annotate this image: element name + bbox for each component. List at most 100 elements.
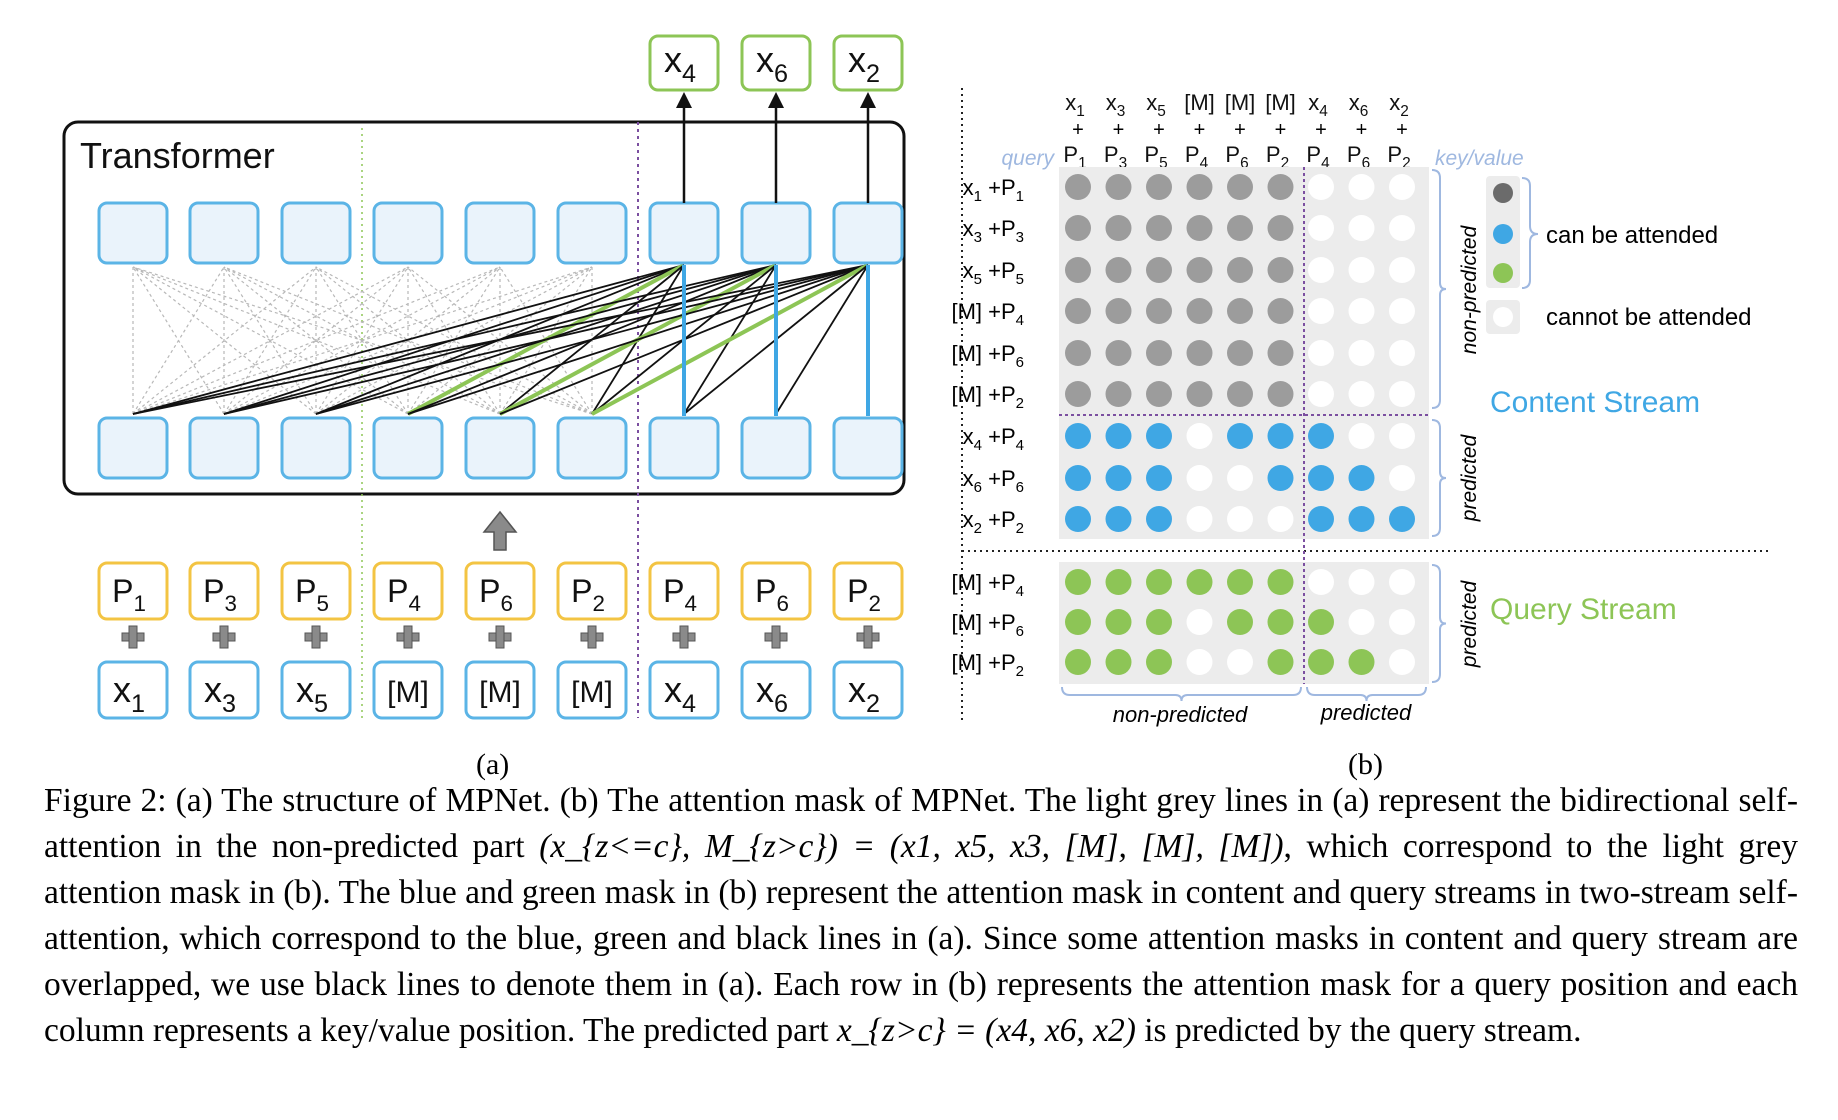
mask-cell-attended bbox=[1227, 569, 1253, 595]
mask-cell-attended bbox=[1065, 609, 1091, 635]
mask-cell-attended bbox=[1106, 381, 1132, 407]
column-header-token: x2 bbox=[1389, 90, 1409, 120]
mask-cell-attended bbox=[1268, 340, 1294, 366]
figure-caption: Figure 2: (a) The structure of MPNet. (b… bbox=[44, 778, 1798, 1054]
bottom-layer-box bbox=[834, 418, 902, 478]
mask-cell-attended bbox=[1268, 381, 1294, 407]
mask-cell-attended bbox=[1187, 257, 1213, 283]
mask-cell-attended bbox=[1349, 649, 1375, 675]
mask-cell-attended bbox=[1106, 465, 1132, 491]
mask-cell-attended bbox=[1187, 298, 1213, 324]
mask-cell-attended bbox=[1146, 506, 1172, 532]
mask-cell-not-attended bbox=[1349, 381, 1375, 407]
caption-math-1: (x_{z<=c}, M_{z>c}) = (x1, x5, x3, [M], … bbox=[539, 828, 1283, 865]
mask-cell-attended bbox=[1106, 298, 1132, 324]
plus-icon bbox=[312, 626, 320, 648]
plus-icon bbox=[588, 626, 596, 648]
plus-icon bbox=[220, 626, 228, 648]
top-layer-box bbox=[99, 203, 167, 263]
legend-green-dot bbox=[1493, 263, 1513, 283]
mask-cell-not-attended bbox=[1349, 423, 1375, 449]
column-header-token: [M] bbox=[1265, 90, 1296, 115]
mask-cell-not-attended bbox=[1349, 257, 1375, 283]
mask-cell-attended bbox=[1065, 340, 1091, 366]
mask-cell-attended bbox=[1146, 609, 1172, 635]
top-layer-box bbox=[466, 203, 534, 263]
top-layer-box bbox=[190, 203, 258, 263]
mask-cell-not-attended bbox=[1349, 340, 1375, 366]
column-header-token: x5 bbox=[1146, 90, 1166, 120]
mask-cell-attended bbox=[1146, 340, 1172, 366]
mask-cell-not-attended bbox=[1389, 340, 1415, 366]
mask-cell-attended bbox=[1349, 465, 1375, 491]
mask-cell-not-attended bbox=[1227, 649, 1253, 675]
mask-cell-not-attended bbox=[1227, 465, 1253, 491]
mask-cell-not-attended bbox=[1308, 257, 1334, 283]
query-axis-label: query bbox=[1001, 147, 1055, 170]
plus-icon bbox=[129, 626, 137, 648]
mask-cell-not-attended bbox=[1389, 569, 1415, 595]
key-value-axis-label: key/value bbox=[1435, 147, 1524, 170]
legend-brace bbox=[1522, 178, 1538, 288]
mask-cell-attended bbox=[1065, 174, 1091, 200]
mask-cell-attended bbox=[1106, 506, 1132, 532]
transformer-label: Transformer bbox=[80, 135, 275, 176]
mask-cell-attended bbox=[1106, 340, 1132, 366]
content-row-label: [M] +P6 bbox=[951, 341, 1024, 371]
plus-icon bbox=[404, 626, 412, 648]
output-arrow-head bbox=[768, 92, 784, 108]
mask-cell-attended bbox=[1106, 257, 1132, 283]
mask-cell-attended bbox=[1146, 174, 1172, 200]
bottom-layer-box bbox=[99, 418, 167, 478]
content-stream-label: Content Stream bbox=[1490, 386, 1700, 419]
mask-cell-attended bbox=[1308, 465, 1334, 491]
top-layer-box bbox=[374, 203, 442, 263]
content-row-label: x2 +P2 bbox=[963, 507, 1024, 537]
mask-cell-attended bbox=[1268, 257, 1294, 283]
caption-math-2: x_{z>c} = (x4, x6, x2) bbox=[837, 1012, 1136, 1049]
output-arrow-head bbox=[676, 92, 692, 108]
input-arrow-icon bbox=[484, 512, 516, 550]
plus-icon bbox=[496, 626, 504, 648]
mask-cell-not-attended bbox=[1308, 569, 1334, 595]
mask-cell-not-attended bbox=[1227, 506, 1253, 532]
caption-paragraph: Figure 2: (a) The structure of MPNet. (b… bbox=[44, 778, 1798, 1054]
mask-cell-attended bbox=[1106, 649, 1132, 675]
mask-cell-attended bbox=[1106, 569, 1132, 595]
legend-not-attended-label: cannot be attended bbox=[1546, 304, 1752, 331]
bottom-layer-box bbox=[190, 418, 258, 478]
column-header-plus: + bbox=[1356, 119, 1368, 141]
black-attention-line bbox=[133, 265, 776, 414]
bottom-label-non-predicted: non-predicted bbox=[1113, 702, 1248, 727]
mask-cell-attended bbox=[1268, 215, 1294, 241]
token-embedding-label: [M] bbox=[387, 676, 429, 709]
legend-blue-dot bbox=[1493, 224, 1513, 244]
mask-cell-attended bbox=[1227, 257, 1253, 283]
mask-cell-attended bbox=[1268, 569, 1294, 595]
mask-cell-attended bbox=[1065, 423, 1091, 449]
token-embedding-label: [M] bbox=[479, 676, 521, 709]
column-header-plus: + bbox=[1234, 119, 1246, 141]
mask-cell-not-attended bbox=[1389, 423, 1415, 449]
plus-icon bbox=[772, 626, 780, 648]
column-header-plus: + bbox=[1194, 119, 1206, 141]
mask-cell-attended bbox=[1187, 569, 1213, 595]
mask-cell-attended bbox=[1227, 423, 1253, 449]
content-row-label: x4 +P4 bbox=[963, 424, 1024, 454]
top-layer-box bbox=[742, 203, 810, 263]
mask-cell-not-attended bbox=[1349, 174, 1375, 200]
mask-cell-attended bbox=[1268, 423, 1294, 449]
mask-cell-attended bbox=[1146, 381, 1172, 407]
content-row-label: x6 +P6 bbox=[963, 466, 1024, 496]
column-header-token: x6 bbox=[1349, 90, 1369, 120]
mask-cell-not-attended bbox=[1389, 465, 1415, 491]
bottom-layer-box bbox=[742, 418, 810, 478]
mask-cell-attended bbox=[1065, 649, 1091, 675]
legend-attended-label: can be attended bbox=[1546, 222, 1718, 249]
token-embedding-label: [M] bbox=[571, 676, 613, 709]
mask-cell-not-attended bbox=[1389, 649, 1415, 675]
column-header-token: [M] bbox=[1184, 90, 1215, 115]
mask-cell-attended bbox=[1308, 609, 1334, 635]
mask-cell-not-attended bbox=[1389, 215, 1415, 241]
mask-cell-attended bbox=[1187, 215, 1213, 241]
